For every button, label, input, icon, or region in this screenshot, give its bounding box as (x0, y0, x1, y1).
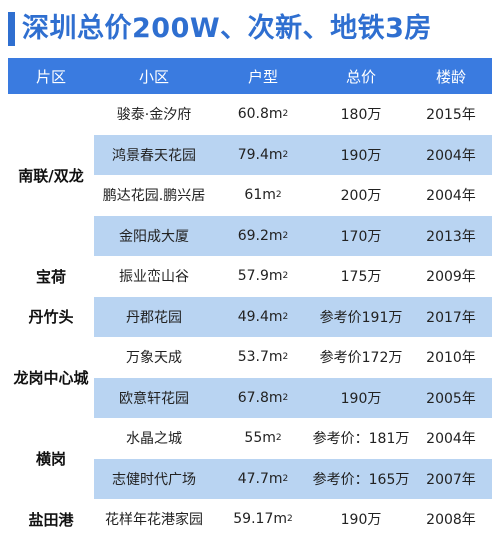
table-body: 南联/双龙宝荷丹竹头龙岗中心城横岗盐田港 骏泰·金汐府 60.8m 2 180万 201… (8, 94, 492, 540)
size-cell: 49.4m 2 (237, 308, 289, 325)
header-region: 片区 (35, 67, 66, 86)
price-cell: 180万 (340, 107, 382, 124)
year-cell: 2004年 (426, 188, 476, 205)
year-cell: 2004年 (426, 147, 476, 164)
size-cell: 60.8m 2 (237, 106, 289, 123)
community-cell: 骏泰·金汐府 (116, 107, 192, 124)
year-cell: 2005年 (426, 390, 476, 407)
year-cell: 2015年 (426, 107, 476, 124)
table-row: 丹郡花园 49.4m 2 参考价191万 2017年 (94, 296, 492, 337)
table-row: 振业峦山谷 57.9m 2 175万 2009年 (94, 256, 492, 297)
community-cell: 鹏达花园.鹏兴居 (102, 188, 206, 205)
table-row: 骏泰·金汐府 60.8m 2 180万 2015年 (94, 94, 492, 135)
size-cell: 55m 2 (244, 430, 282, 447)
year-cell: 2008年 (426, 512, 476, 529)
size-cell: 47.7m 2 (237, 470, 289, 487)
size-cell: 53.7m 2 (237, 349, 289, 366)
price-cell: 参考价：165万 (312, 471, 410, 488)
size-cell: 59.17m 2 (233, 511, 293, 528)
price-cell: 参考价172万 (319, 350, 403, 367)
year-cell: 2017年 (426, 309, 476, 326)
size-cell: 69.2m 2 (237, 227, 289, 244)
community-cell: 鸿景春天花园 (112, 147, 196, 164)
year-cell: 2013年 (426, 228, 476, 245)
page-title: 深圳总价200W、次新、地铁3房 (22, 13, 432, 44)
size-cell: 67.8m 2 (237, 389, 289, 406)
region-cell: 南联/双龙 (18, 166, 84, 185)
header-size: 户型 (247, 67, 278, 86)
region-cell: 横岗 (35, 450, 66, 468)
price-cell: 190万 (340, 147, 382, 164)
table-row: 志健时代广场 47.7m 2 参考价：165万 2007年 (94, 458, 492, 499)
table-row: 万象天成 53.7m 2 参考价172万 2010年 (94, 337, 492, 378)
table-row: 金阳成大厦 69.2m 2 170万 2013年 (94, 215, 492, 256)
year-cell: 2009年 (426, 269, 476, 286)
table-row: 花样年花港家园 59.17m 2 190万 2008年 (94, 499, 492, 540)
size-cell: 79.4m 2 (237, 146, 289, 163)
year-cell: 2010年 (426, 350, 476, 367)
community-cell: 花样年花港家园 (105, 512, 203, 529)
region-column: 南联/双龙宝荷丹竹头龙岗中心城横岗盐田港 (8, 94, 94, 540)
table-header: 片区 小区 户型 总价 楼龄 (8, 58, 492, 94)
region-cell: 盐田港 (28, 510, 74, 529)
price-cell: 170万 (340, 228, 382, 245)
community-cell: 欧意轩花园 (119, 390, 189, 407)
community-cell: 金阳成大厦 (119, 228, 189, 245)
community-cell: 万象天成 (126, 350, 182, 367)
region-cell: 宝荷 (35, 267, 66, 286)
title-accent-bar (8, 12, 15, 46)
community-cell: 水晶之城 (126, 431, 182, 448)
community-cell: 振业峦山谷 (119, 269, 189, 286)
year-cell: 2007年 (426, 471, 476, 488)
region-cell: 龙岗中心城 (13, 369, 89, 387)
header-price: 总价 (345, 67, 376, 86)
table-row: 欧意轩花园 67.8m 2 190万 2005年 (94, 377, 492, 418)
size-cell: 57.9m 2 (237, 268, 289, 285)
price-cell: 参考价191万 (319, 309, 403, 326)
price-cell: 参考价：181万 (312, 431, 410, 448)
price-cell: 190万 (340, 390, 382, 407)
table-row: 鸿景春天花园 79.4m 2 190万 2004年 (94, 134, 492, 175)
table-row: 鹏达花园.鹏兴居 61m 2 200万 2004年 (94, 175, 492, 216)
header-community: 小区 (138, 67, 169, 86)
table-rows: 骏泰·金汐府 60.8m 2 180万 2015年鸿景春天花园 79.4m 2 190万 200… (94, 94, 492, 540)
community-cell: 丹郡花园 (126, 309, 182, 326)
table-row: 水晶之城 55m 2 参考价：181万 2004年 (94, 418, 492, 459)
header-year: 楼龄 (435, 67, 466, 86)
price-cell: 175万 (340, 269, 382, 286)
region-cell: 丹竹头 (28, 308, 74, 327)
year-cell: 2004年 (426, 431, 476, 448)
community-cell: 志健时代广场 (112, 471, 196, 488)
size-cell: 61m 2 (244, 187, 282, 204)
price-cell: 200万 (340, 188, 382, 205)
price-cell: 190万 (340, 512, 382, 529)
listing-table: 片区 小区 户型 总价 楼龄 南联/双龙宝荷丹竹头龙岗中心城横岗盐田港 骏泰·金… (8, 58, 492, 540)
